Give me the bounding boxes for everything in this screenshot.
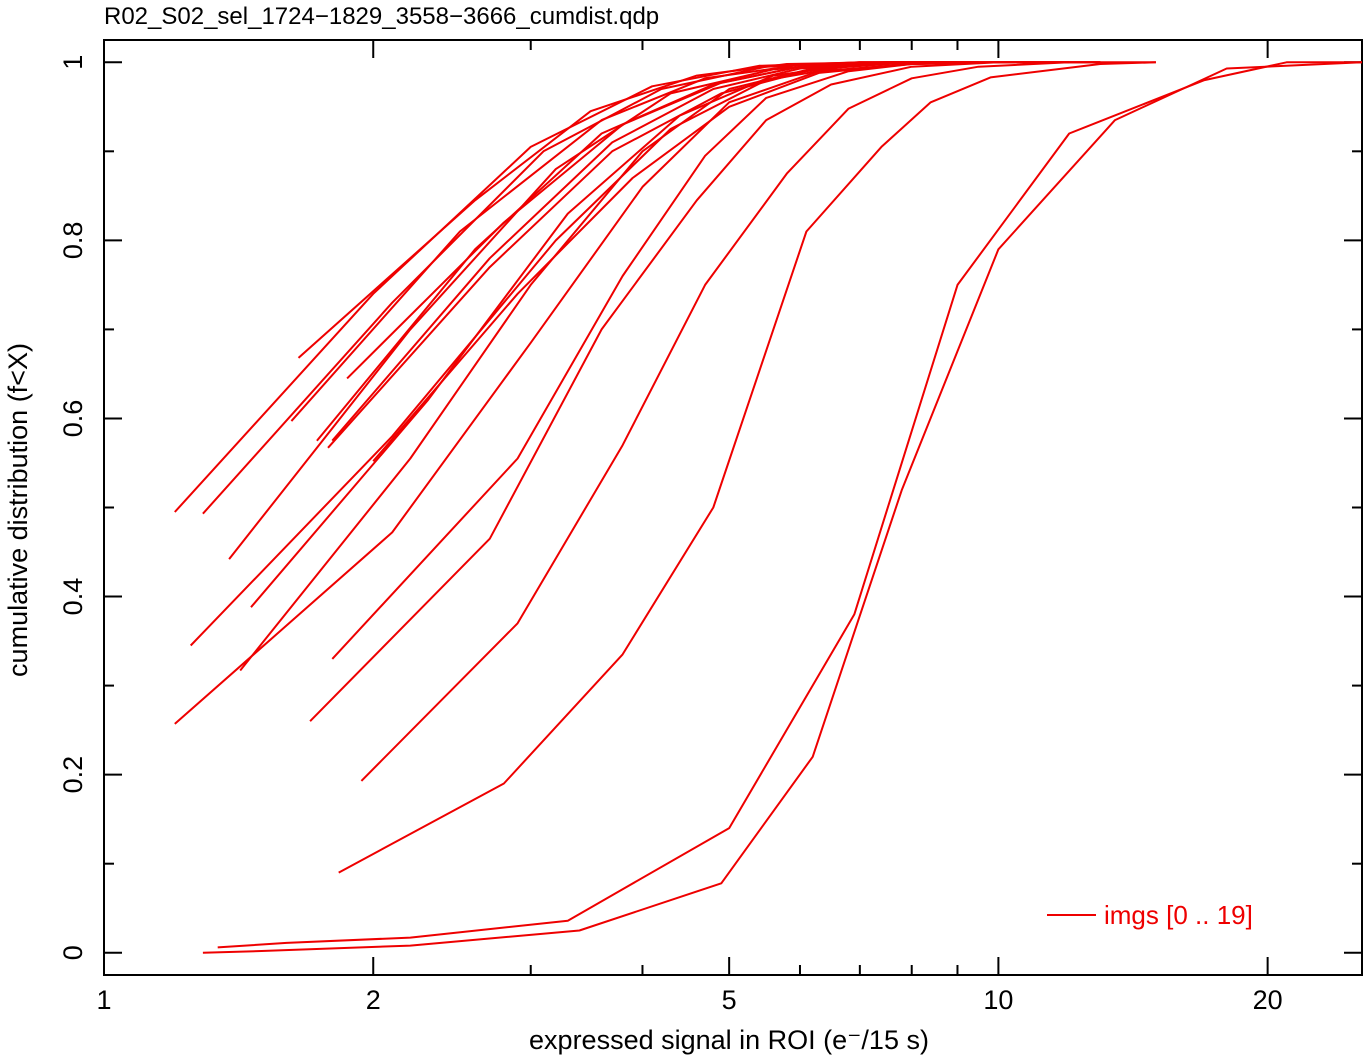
- y-tick-label: 0: [58, 945, 88, 960]
- y-tick-label: 0.8: [58, 222, 88, 260]
- x-tick-label: 10: [983, 985, 1013, 1015]
- data-series: [174, 61, 1363, 954]
- x-tick-label: 5: [722, 985, 737, 1015]
- series-line-3: [360, 61, 1156, 782]
- x-tick-label: 20: [1253, 985, 1283, 1015]
- chart-title: R02_S02_sel_1724−1829_3558−3666_cumdist.…: [104, 3, 659, 30]
- series-line-2: [338, 61, 1156, 874]
- x-tick-labels: 1 2 5 10 20: [96, 985, 1282, 1015]
- y-tick-label: 0.4: [58, 578, 88, 616]
- x-tick-label: 2: [366, 985, 381, 1015]
- legend: imgs [0 .. 19]: [1047, 900, 1253, 930]
- y-tick-labels: 0 0.2 0.4 0.6 0.8 1: [58, 55, 88, 961]
- y-tick-label: 1: [58, 55, 88, 70]
- y-tick-label: 0.2: [58, 756, 88, 794]
- series-line-19: [297, 61, 958, 359]
- x-tick-label: 1: [96, 985, 111, 1015]
- series-line-10: [372, 61, 999, 462]
- x-axis-label: expressed signal in ROI (e⁻/15 s): [529, 1025, 929, 1055]
- y-axis-label: cumulative distribution (f<X): [3, 343, 33, 677]
- legend-label: imgs [0 .. 19]: [1104, 900, 1253, 930]
- y-tick-label: 0.6: [58, 400, 88, 438]
- series-line-1: [217, 61, 1362, 949]
- series-line-0: [202, 61, 1363, 954]
